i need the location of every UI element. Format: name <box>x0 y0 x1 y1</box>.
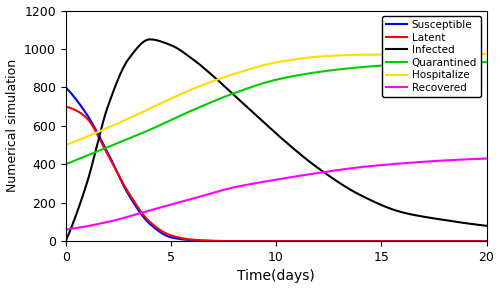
Line: Infected: Infected <box>66 39 486 241</box>
Latent <box>268 239 274 243</box>
Latent <box>472 239 478 243</box>
Latent <box>62 105 68 108</box>
Infected <box>472 223 478 226</box>
Latent <box>484 239 490 243</box>
Infected <box>472 223 478 226</box>
Quarantined <box>256 83 262 86</box>
Latent <box>394 239 400 243</box>
Infected <box>84 180 90 184</box>
Quarantined <box>394 63 400 66</box>
Hospitalize <box>472 52 478 56</box>
Quarantined <box>62 162 68 166</box>
Line: Hospitalize: Hospitalize <box>66 54 486 145</box>
Susceptible <box>394 239 400 243</box>
Quarantined <box>472 60 478 64</box>
Infected <box>394 209 400 213</box>
Latent <box>84 117 90 120</box>
Line: Latent: Latent <box>66 107 486 241</box>
Infected <box>484 224 490 227</box>
Recovered <box>256 181 262 184</box>
Susceptible <box>484 239 490 243</box>
Hospitalize <box>394 53 400 56</box>
Hospitalize <box>256 65 262 68</box>
Susceptible <box>472 239 478 243</box>
Susceptible <box>62 86 68 89</box>
Hospitalize <box>84 135 90 138</box>
Hospitalize <box>471 52 477 56</box>
Quarantined <box>268 79 274 83</box>
Recovered <box>84 225 90 228</box>
Legend: Susceptible, Latent, Infected, Quarantined, Hospitalize, Recovered: Susceptible, Latent, Infected, Quarantin… <box>382 16 482 97</box>
Recovered <box>62 228 68 231</box>
Latent <box>231 239 237 243</box>
Hospitalize <box>268 62 274 65</box>
Recovered <box>484 157 490 160</box>
Quarantined <box>471 60 477 64</box>
Y-axis label: Numerical simulation: Numerical simulation <box>6 59 18 192</box>
Recovered <box>268 179 274 182</box>
Susceptible <box>472 239 478 243</box>
Susceptible <box>256 239 262 243</box>
Hospitalize <box>484 52 490 56</box>
Quarantined <box>484 60 490 64</box>
Infected <box>256 116 262 120</box>
Recovered <box>472 157 478 161</box>
Susceptible <box>268 239 274 243</box>
Line: Quarantined: Quarantined <box>66 62 486 164</box>
Infected <box>147 38 153 41</box>
Infected <box>62 239 68 243</box>
Line: Recovered: Recovered <box>66 159 486 230</box>
Latent <box>256 239 262 243</box>
Hospitalize <box>62 143 68 147</box>
X-axis label: Time(days): Time(days) <box>237 269 315 284</box>
Recovered <box>394 162 400 166</box>
Quarantined <box>84 154 90 157</box>
Line: Susceptible: Susceptible <box>66 88 486 241</box>
Infected <box>268 127 274 130</box>
Latent <box>472 239 478 243</box>
Recovered <box>471 157 477 161</box>
Susceptible <box>84 113 90 117</box>
Susceptible <box>231 239 237 243</box>
